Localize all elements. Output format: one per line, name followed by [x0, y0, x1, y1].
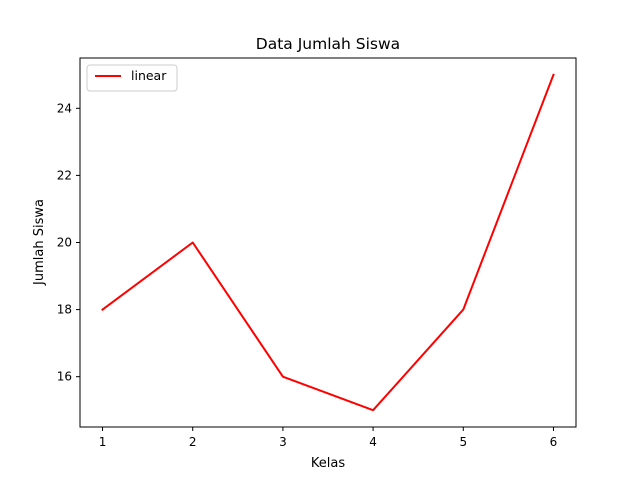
y-tick-label: 16 [57, 370, 72, 384]
plot-area: 1 2 3 4 5 6 16 18 20 22 24 [57, 73, 558, 449]
legend-label-linear: linear [131, 68, 167, 83]
legend-box [86, 64, 178, 92]
series-line-linear [101, 73, 555, 412]
y-tick-label: 24 [57, 101, 72, 115]
x-tick-label: 3 [279, 435, 287, 449]
x-tick-label: 6 [550, 435, 558, 449]
plot-frame [79, 57, 577, 428]
y-axis-label: Jumlah Siswa [32, 199, 47, 286]
x-tick-label: 2 [189, 435, 197, 449]
y-tick-label: 20 [57, 236, 72, 250]
x-tick-label: 4 [369, 435, 377, 449]
chart-title: Data Jumlah Siswa [256, 35, 400, 53]
y-tick-label: 18 [57, 303, 72, 317]
x-axis-label: Kelas [311, 456, 345, 471]
x-tick-label: 1 [99, 435, 107, 449]
y-tick-label: 22 [57, 168, 72, 182]
legend: linear [86, 64, 178, 92]
x-tick-label: 5 [459, 435, 467, 449]
